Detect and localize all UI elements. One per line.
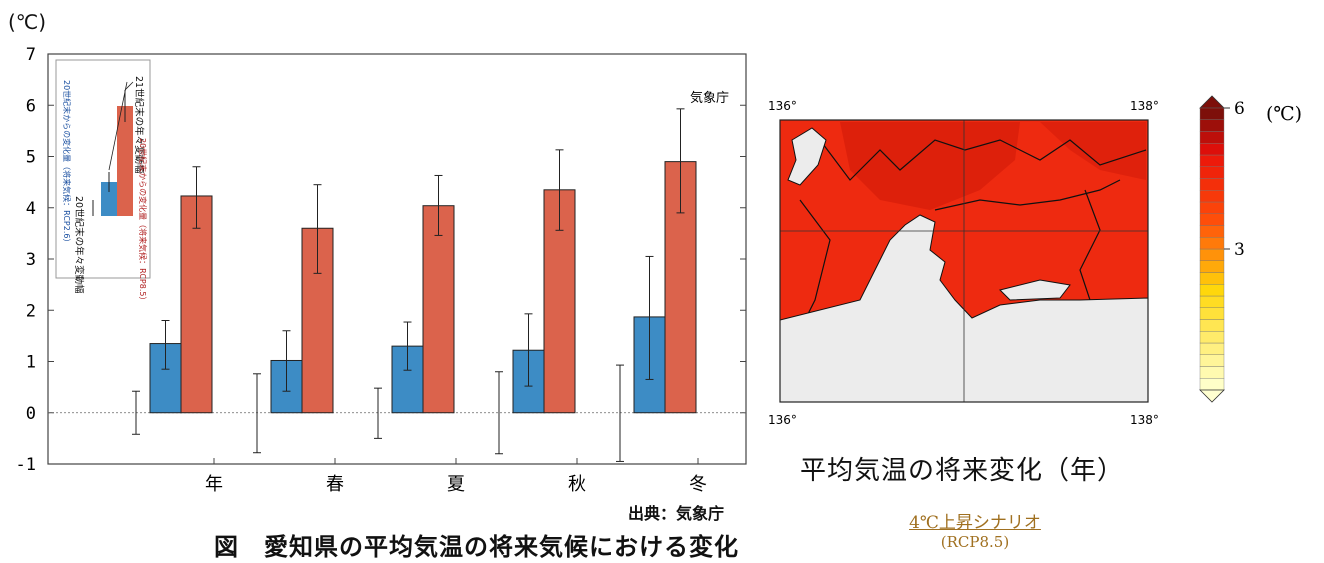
- colorbar-step-4: [1199, 331, 1225, 344]
- legend-pointer-line-1: [108, 81, 128, 171]
- colorbar-step-2: [1199, 354, 1225, 367]
- bar-s1-0: [180, 195, 213, 414]
- y-tick-label-8: 7: [26, 45, 36, 65]
- y-tick-label-2: 1: [26, 353, 36, 373]
- colorbar-step-13: [1199, 225, 1225, 238]
- colorbar-step-5: [1199, 319, 1225, 332]
- colorbar-step-15: [1199, 201, 1225, 214]
- colorbar-step-3: [1199, 342, 1225, 355]
- colorbar-step-0: [1199, 378, 1225, 391]
- y-axis: -1 0 1 2 3 4 5 6 7: [16, 45, 746, 475]
- map-lon-bottom-right: 138°: [1130, 413, 1159, 427]
- y-tick-label-0: -1: [16, 455, 36, 475]
- colorbar-step-8: [1199, 284, 1225, 297]
- colorbar-min-arrow: [1199, 389, 1225, 403]
- legend-pointer-line-2: [124, 81, 134, 91]
- map-warm-patch-north: [840, 122, 1020, 210]
- scenario-label: 4℃上昇シナリオ (RCP8.5): [860, 508, 1090, 551]
- chart-watermark: 気象庁: [690, 90, 729, 106]
- colorbar-step-1: [1199, 366, 1225, 379]
- colorbar-step-7: [1199, 295, 1225, 308]
- map-mikawa-bay: [999, 279, 1071, 301]
- colorbar-step-18: [1199, 166, 1225, 179]
- y-tick-label-3: 2: [26, 301, 36, 321]
- colorbar-step-19: [1199, 154, 1225, 167]
- x-tick-label-1: 春: [326, 474, 344, 495]
- map-title: 平均気温の将来変化（年）: [800, 456, 1125, 486]
- legend-swatch-rcp85: [117, 106, 133, 216]
- map-lake: [787, 127, 827, 186]
- legend-label-rcp26: 20世紀末からの変化量（将来気候：RCP2.6）: [62, 80, 72, 246]
- x-tick-label-2: 夏: [447, 474, 465, 495]
- colorbar-step-11: [1199, 248, 1225, 261]
- colorbar-step-12: [1199, 237, 1225, 250]
- y-axis-unit: (℃): [8, 10, 47, 34]
- legend-label-rcp85: 20世紀末からの変化量（将来気候：RCP8.5）: [138, 138, 148, 304]
- bar-s1-2: [422, 205, 455, 414]
- bar-chart: -1 0 1 2 3 4 5 6 7 年 春 夏 秋 冬 気象庁 21世紀末の年々変動幅 20世紀末から…: [16, 45, 747, 495]
- map-panel: 136° 138° 136° 138° 63 (℃): [768, 95, 1302, 427]
- error-bars: [132, 108, 685, 462]
- bar-s1-1: [301, 227, 334, 414]
- colorbar-step-9: [1199, 272, 1225, 285]
- x-axis: 年春夏秋冬: [205, 458, 707, 495]
- map-lon-top-left: 136°: [768, 99, 797, 113]
- y-tick-label-4: 3: [26, 250, 36, 270]
- colorbar-step-10: [1199, 260, 1225, 273]
- x-tick-label-0: 年: [205, 474, 223, 495]
- legend-box: [55, 59, 151, 279]
- figure-caption: 図 愛知県の平均気温の将来気候における変化: [214, 533, 739, 561]
- map-border-aichi: [934, 179, 1121, 211]
- colorbar-unit: (℃): [1266, 103, 1302, 125]
- y-tick-label-1: 0: [26, 404, 36, 424]
- colorbar-max-arrow: [1199, 95, 1225, 109]
- map-sea: [779, 214, 1149, 403]
- map-lon-top-right: 138°: [1130, 99, 1159, 113]
- source-label: 出典：気象庁: [628, 504, 725, 523]
- colorbar-step-16: [1199, 190, 1225, 203]
- colorbar-step-17: [1199, 178, 1225, 191]
- map-frame: [779, 119, 1149, 403]
- y-tick-label-7: 6: [26, 96, 36, 116]
- legend-swatch-rcp26: [101, 182, 117, 216]
- scenario-subtitle: (RCP8.5): [940, 533, 1010, 551]
- colorbar-step-23: [1199, 107, 1225, 120]
- map-border-east: [1079, 189, 1101, 301]
- map-lon-bottom-left: 136°: [768, 413, 797, 427]
- colorbar-step-20: [1199, 143, 1225, 156]
- colorbar-step-14: [1199, 213, 1225, 226]
- colorbar-label-1: 3: [1234, 240, 1245, 260]
- colorbar-label-0: 6: [1234, 99, 1245, 119]
- legend: 21世紀末の年々変動幅 20世紀末からの変化量（将来気候：RCP8.5） 20世…: [55, 59, 151, 304]
- colorbar-step-21: [1199, 131, 1225, 144]
- colorbar: 63: [1199, 95, 1245, 403]
- scenario-title: 4℃上昇シナリオ: [909, 513, 1041, 533]
- x-tick-label-3: 秋: [568, 474, 586, 495]
- colorbar-step-22: [1199, 119, 1225, 132]
- legend-label-20c-interannual: 20世紀末の年々変動幅: [73, 196, 85, 294]
- x-tick-label-4: 冬: [689, 474, 707, 495]
- y-tick-label-5: 4: [26, 199, 36, 219]
- map-border-north: [819, 139, 1147, 181]
- y-tick-label-6: 5: [26, 148, 36, 168]
- colorbar-step-6: [1199, 307, 1225, 320]
- legend-label-21c-interannual: 21世紀末の年々変動幅: [133, 76, 145, 174]
- map-warm-patch-northeast: [1040, 122, 1146, 180]
